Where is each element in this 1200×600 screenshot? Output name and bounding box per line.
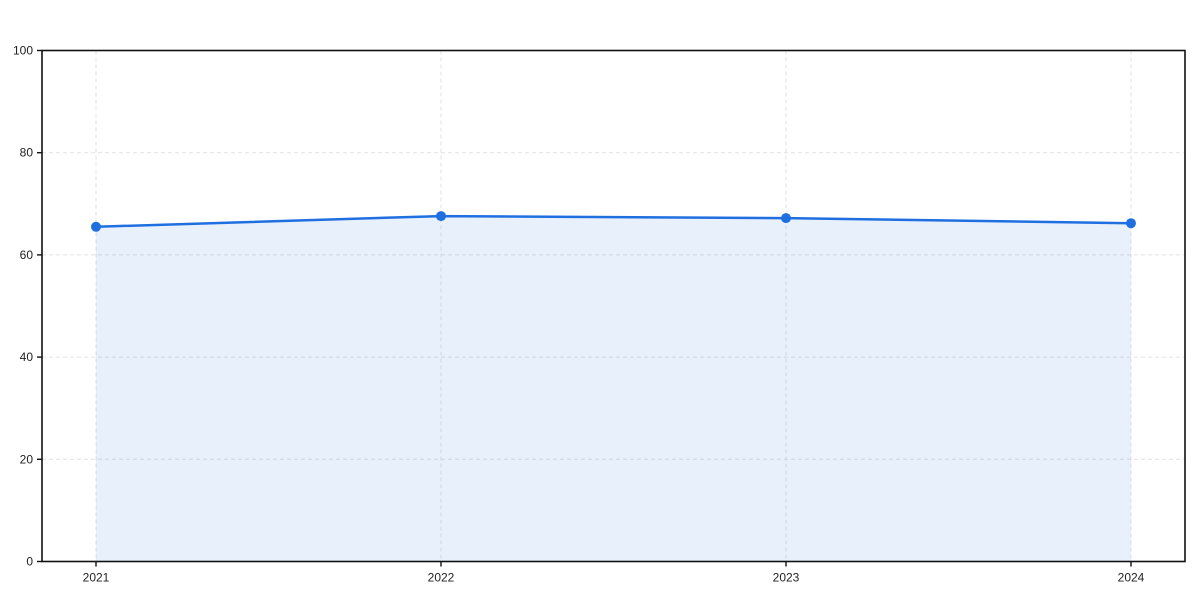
x-axis-tick-label: 2023 [773,571,800,585]
data-point-marker-2022 [436,211,446,222]
x-axis-tick-label: 2024 [1118,571,1145,585]
y-axis-tick-label: 60 [20,248,34,262]
data-point-marker-2021 [91,221,101,232]
x-axis-tick-label: 2021 [83,571,110,585]
plot-frame [41,49,1186,563]
y-axis-tick-label: 100 [13,44,33,58]
y-axis-tick-label: 0 [26,555,33,569]
y-axis-tick-label: 20 [20,452,34,466]
data-point-marker-2024 [1126,218,1136,229]
y-axis-tick-label: 80 [20,146,34,160]
trend-line [94,214,1133,229]
y-axis-tick-label: 40 [20,350,34,364]
x-axis-tick-label: 2022 [428,571,455,585]
data-point-marker-2023 [781,213,791,224]
area-fill [96,216,1131,562]
